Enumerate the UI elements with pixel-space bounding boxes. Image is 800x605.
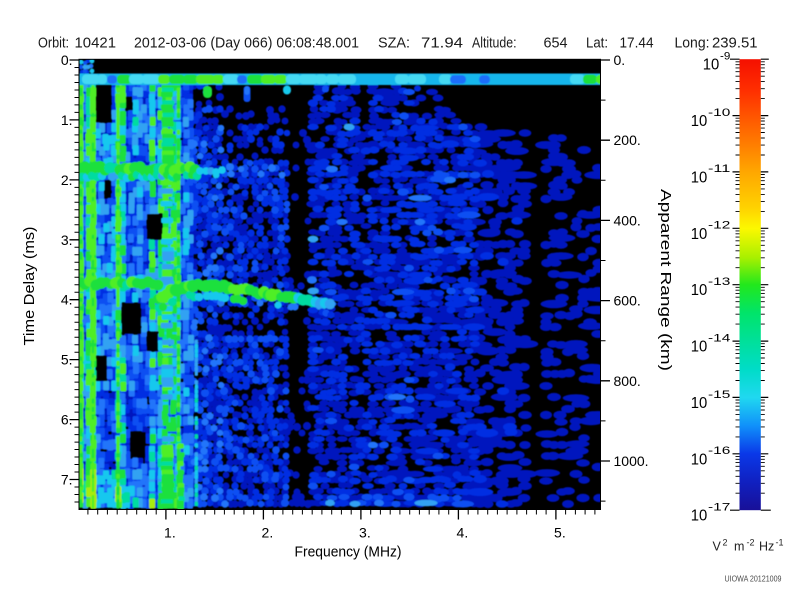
- svg-text:10421: 10421: [75, 36, 117, 52]
- svg-text:Long:: Long:: [675, 36, 710, 52]
- svg-text:2012-03-06 (Day 066) 06:08:48.: 2012-03-06 (Day 066) 06:08:48.001: [134, 36, 359, 52]
- svg-text:17.44: 17.44: [620, 36, 654, 52]
- svg-text:Lat:: Lat:: [586, 36, 608, 52]
- svg-text:SZA:: SZA:: [378, 36, 410, 52]
- svg-text:Altitude:: Altitude:: [472, 36, 517, 52]
- svg-text:71.94: 71.94: [421, 36, 463, 52]
- svg-text:239.51: 239.51: [712, 36, 758, 52]
- svg-text:654: 654: [544, 36, 568, 52]
- svg-text:Orbit:: Orbit:: [38, 36, 69, 52]
